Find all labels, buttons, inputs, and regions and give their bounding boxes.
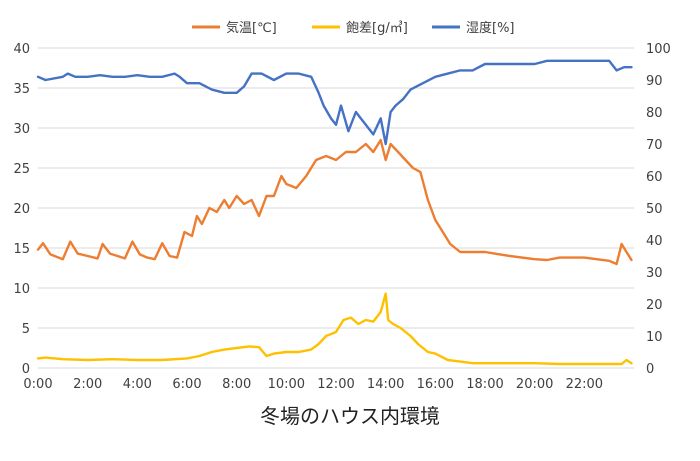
- x-tick-label: 14:00: [367, 377, 404, 392]
- right-tick-label: 20: [646, 298, 663, 313]
- legend-label: 気温[℃]: [226, 20, 277, 36]
- series-line-1: [36, 292, 633, 366]
- right-axis-ticks: 0 10 20 30 40 50 60 70 80 90 100: [646, 42, 671, 377]
- right-tick-label: 10: [646, 330, 663, 345]
- left-axis-ticks: 0 5 10 15 20 25 30 35 40: [13, 42, 30, 377]
- x-tick-label: 4:00: [123, 377, 152, 392]
- left-tick-label: 40: [13, 42, 30, 57]
- right-tick-label: 100: [646, 42, 671, 57]
- x-tick-label: 0:00: [23, 377, 52, 392]
- right-tick-label: 80: [646, 106, 663, 121]
- x-tick-label: 22:00: [566, 377, 603, 392]
- left-tick-label: 30: [13, 122, 30, 137]
- left-tick-label: 10: [13, 282, 30, 297]
- right-tick-label: 50: [646, 202, 663, 217]
- legend-label: 飽差[g/㎥]: [346, 21, 408, 36]
- legend: 気温[℃] 飽差[g/㎥] 湿度[%]: [192, 20, 515, 36]
- right-tick-label: 30: [646, 266, 663, 281]
- left-tick-label: 5: [22, 322, 30, 337]
- left-tick-label: 20: [13, 202, 30, 217]
- right-tick-label: 40: [646, 234, 663, 249]
- x-tick-label: 8:00: [222, 377, 251, 392]
- x-tick-label: 10:00: [268, 377, 305, 392]
- left-tick-label: 25: [13, 162, 30, 177]
- gridlines: [38, 47, 634, 369]
- x-axis-ticks: 0:00 2:00 4:00 6:00 8:00 10:00 12:00 14:00 16:00…: [23, 377, 603, 392]
- right-tick-label: 90: [646, 74, 663, 89]
- right-tick-label: 70: [646, 138, 663, 153]
- x-tick-label: 2:00: [73, 377, 102, 392]
- x-tick-label: 6:00: [172, 377, 201, 392]
- legend-label: 湿度[%]: [466, 20, 515, 36]
- series-line-2: [36, 59, 633, 146]
- x-tick-label: 12:00: [317, 377, 354, 392]
- series-lines: [36, 59, 633, 366]
- left-tick-label: 15: [13, 242, 30, 257]
- left-tick-label: 35: [13, 82, 30, 97]
- right-tick-label: 0: [646, 362, 654, 377]
- x-tick-label: 20:00: [516, 377, 553, 392]
- x-tick-label: 18:00: [466, 377, 503, 392]
- right-tick-label: 60: [646, 170, 663, 185]
- series-line-0: [36, 138, 633, 266]
- x-tick-label: 16:00: [417, 377, 454, 392]
- left-tick-label: 0: [22, 362, 30, 377]
- chart-caption: 冬場のハウス内環境: [260, 404, 440, 428]
